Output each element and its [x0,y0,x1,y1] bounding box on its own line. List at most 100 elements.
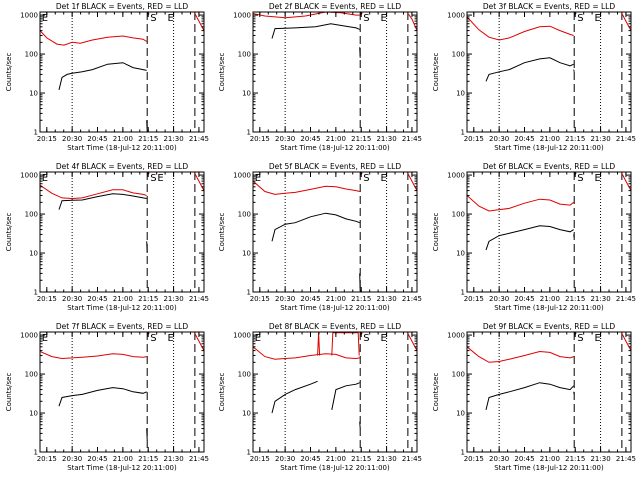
events-rate-line [359,421,361,429]
lld-rate-line [331,332,360,356]
lld-rate-line [194,173,204,191]
lld-rate-line [40,351,147,360]
y-tick-label: 10 [242,90,251,98]
plot-frame [39,331,205,453]
x-tick-label: 20:45 [87,135,107,143]
x-tick-label: 21:15 [351,295,371,303]
event-marker-label: E [594,13,600,24]
y-axis-label: Counts/sec [218,373,226,412]
x-tick-label: 21:30 [590,455,610,463]
y-axis-label: Counts/sec [432,213,440,252]
lld-rate-line [253,346,360,360]
x-tick-label: 20:30 [489,295,509,303]
x-tick-label: 20:45 [300,135,320,143]
events-rate-line [146,241,148,254]
lld-rate-line [621,13,631,31]
x-tick-label: 21:45 [189,455,209,463]
y-tick-label: 10 [456,250,465,258]
x-axis-label: Start Time (18-Jul-12 20:11:00) [494,304,604,312]
event-marker-label: E [255,173,261,184]
y-tick-label: 100 [238,371,251,379]
y-tick-label: 1 [247,449,251,457]
events-rate-line [58,193,147,210]
x-tick-label: 20:30 [489,135,509,143]
lld-rate-line [40,30,147,46]
x-tick-label: 21:00 [326,295,346,303]
x-tick-label: 21:00 [326,135,346,143]
y-tick-label: 1000 [20,172,38,180]
events-rate-line [573,234,575,238]
plot-area [253,12,417,132]
y-tick-label: 1 [247,129,251,137]
events-rate-line [573,391,575,395]
y-tick-label: 1 [461,449,465,457]
y-tick-label: 10 [242,410,251,418]
chart-title: Det 3f BLACK = Events, RED = LLD [483,2,616,11]
y-tick-label: 1 [247,289,251,297]
event-marker-label: E [594,173,600,184]
x-tick-label: 21:30 [163,135,183,143]
x-tick-label: 21:00 [540,455,560,463]
plot-frame [466,171,632,293]
y-tick-label: 100 [452,211,465,219]
chart-panel: Det 4f BLACK = Events, RED = LLD Counts/s… [5,162,209,312]
x-tick-label: 21:30 [163,295,183,303]
y-tick-label: 1 [34,289,38,297]
y-tick-label: 10 [29,250,38,258]
x-tick-label: 20:45 [514,455,534,463]
x-tick-label: 20:45 [87,455,107,463]
lld-rate-line [407,333,417,351]
y-tick-label: 1 [34,449,38,457]
chart-panel: Det 6f BLACK = Events, RED = LLD Counts/s… [432,162,636,312]
x-tick-label: 21:15 [351,135,371,143]
event-marker-label: E [157,173,163,184]
event-marker-label: S [150,333,156,344]
x-tick-label: 21:15 [138,295,158,303]
lld-rate-line [621,173,631,191]
plot-frame [39,11,205,133]
plot-frame [39,171,205,293]
event-marker-label: E [380,13,386,24]
x-tick-label: 21:30 [590,295,610,303]
x-tick-label: 20:15 [464,295,484,303]
x-axis-label: Start Time (18-Jul-12 20:11:00) [67,144,177,152]
x-tick-label: 20:30 [62,135,82,143]
x-tick-label: 20:30 [62,295,82,303]
plot-frame [252,331,418,453]
y-tick-label: 1 [34,129,38,137]
plot-frame [466,331,632,453]
chart-title: Det 4f BLACK = Events, RED = LLD [56,162,189,171]
x-tick-label: 21:15 [138,455,158,463]
x-tick-label: 20:15 [37,455,57,463]
plot-frame [466,11,632,133]
x-tick-label: 20:15 [37,295,57,303]
event-marker-label: S [577,333,583,344]
events-rate-line [58,62,147,91]
x-tick-label: 21:30 [376,135,396,143]
event-marker-label: S [363,173,369,184]
x-axis-label: Start Time (18-Jul-12 20:11:00) [280,304,390,312]
event-marker-label: E [380,333,386,344]
y-tick-label: 100 [25,51,38,59]
x-tick-label: 21:30 [376,455,396,463]
plot-area [467,332,631,452]
x-tick-label: 21:45 [616,135,636,143]
x-tick-label: 21:00 [540,295,560,303]
lld-rate-line [467,195,575,212]
y-tick-label: 100 [238,51,251,59]
event-marker-label: E [167,333,173,344]
y-tick-label: 1000 [233,12,251,20]
x-tick-label: 21:00 [326,455,346,463]
chart-title: Det 6f BLACK = Events, RED = LLD [483,162,616,171]
x-axis-label: Start Time (18-Jul-12 20:11:00) [67,304,177,312]
x-tick-label: 20:45 [514,295,534,303]
y-tick-label: 10 [456,90,465,98]
y-tick-label: 10 [456,410,465,418]
x-axis-label: Start Time (18-Jul-12 20:11:00) [67,464,177,472]
event-marker-label: E [255,333,261,344]
y-tick-label: 1 [461,129,465,137]
event-marker-label: S [363,13,369,24]
events-rate-line [271,380,318,414]
event-marker-label: S [363,333,369,344]
